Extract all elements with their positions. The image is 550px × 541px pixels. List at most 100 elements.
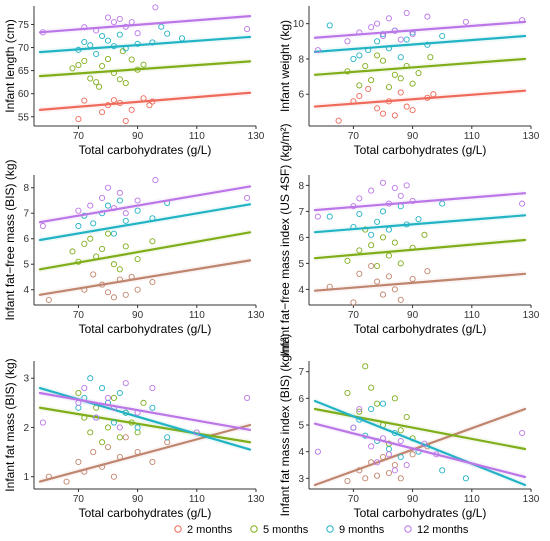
series-9-months: [38, 197, 252, 243]
regression-line: [38, 391, 252, 432]
y-tick-label: 4: [23, 285, 29, 296]
legend: 2 months 5 months 9 months 12 months: [174, 524, 469, 536]
data-point: [110, 419, 117, 426]
y-tick-label: 10: [293, 19, 305, 30]
data-point: [87, 75, 94, 82]
data-point: [81, 57, 88, 64]
data-point: [356, 405, 363, 413]
data-point: [374, 20, 381, 27]
data-point: [365, 85, 372, 92]
data-point: [385, 445, 392, 453]
x-tick-label: 90: [407, 310, 419, 321]
data-point: [385, 252, 392, 259]
data-point: [134, 256, 141, 263]
data-point: [110, 230, 117, 237]
data-point: [379, 208, 387, 215]
data-point: [110, 473, 117, 480]
data-point: [374, 52, 381, 59]
x-tick-label: 90: [132, 494, 144, 505]
y-tick-label: 2: [23, 423, 29, 434]
data-point: [326, 213, 333, 220]
data-point: [99, 62, 106, 70]
data-point: [379, 110, 387, 117]
y-tick-label: 4: [298, 285, 304, 296]
data-point: [122, 434, 129, 441]
data-point: [391, 71, 398, 78]
data-point: [403, 10, 410, 17]
data-point: [415, 70, 422, 77]
data-point: [424, 13, 431, 20]
data-point: [415, 216, 422, 223]
data-point: [356, 408, 363, 415]
x-tick-label: 130: [523, 494, 540, 505]
data-point: [385, 15, 392, 22]
data-point: [368, 231, 375, 238]
data-point: [93, 414, 100, 421]
data-point: [362, 226, 369, 233]
x-tick-label: 110: [189, 494, 205, 505]
series-5-months: [313, 363, 527, 452]
data-point: [314, 448, 321, 455]
data-point: [104, 184, 112, 191]
data-point: [128, 106, 135, 113]
data-point: [99, 385, 106, 392]
regression-line: [313, 57, 527, 76]
data-point: [122, 80, 129, 87]
data-point: [99, 245, 106, 252]
series-12-months: [313, 405, 527, 480]
data-point: [244, 394, 251, 401]
data-point: [81, 97, 88, 104]
x-tick-label: 70: [73, 131, 85, 142]
y-axis-label: Infant weight (kg): [278, 20, 292, 112]
x-tick-label: 110: [464, 310, 480, 321]
data-point: [350, 55, 357, 62]
data-point: [104, 394, 112, 401]
data-point: [193, 429, 200, 436]
data-point: [356, 247, 363, 254]
data-point: [99, 194, 106, 201]
data-point: [362, 363, 369, 370]
regression-line: [38, 60, 252, 78]
series-2-months: [38, 257, 252, 303]
data-point: [397, 427, 404, 434]
data-point: [96, 83, 103, 90]
data-point: [99, 32, 106, 40]
regression-line: [313, 399, 527, 487]
data-point: [75, 116, 82, 123]
data-point: [90, 220, 97, 227]
series-2-months: [38, 422, 252, 485]
data-point: [385, 469, 392, 477]
data-point: [379, 179, 387, 186]
data-point: [81, 385, 88, 392]
data-point: [122, 243, 129, 250]
regression-line: [38, 259, 252, 296]
data-point: [116, 266, 123, 273]
data-point: [140, 61, 147, 68]
data-point: [116, 434, 123, 441]
data-point: [397, 75, 404, 82]
data-point: [356, 195, 363, 202]
data-point: [368, 262, 375, 270]
data-point: [75, 62, 82, 69]
legend-marker-9-months: [326, 525, 334, 533]
data-point: [379, 234, 387, 241]
data-point: [110, 294, 117, 301]
y-axis-label: Infant fat−free mass (BIS) (kg): [3, 159, 17, 320]
data-point: [164, 434, 171, 441]
data-point: [350, 424, 357, 431]
data-point: [99, 439, 106, 446]
x-axis-label: Total carbohydrates (g/L): [354, 506, 487, 520]
regression-line: [313, 192, 527, 212]
x-axis-label: Total carbohydrates (g/L): [354, 322, 487, 336]
legend-label-9-months: 9 months: [339, 524, 385, 536]
series-5-months: [313, 52, 527, 91]
series-5-months: [38, 48, 252, 90]
data-point: [164, 30, 171, 37]
x-tick-label: 70: [348, 494, 360, 505]
data-point: [391, 286, 398, 293]
data-point: [87, 235, 94, 242]
data-point: [122, 217, 129, 224]
data-point: [391, 461, 398, 469]
y-tick-label: 6: [23, 234, 29, 245]
